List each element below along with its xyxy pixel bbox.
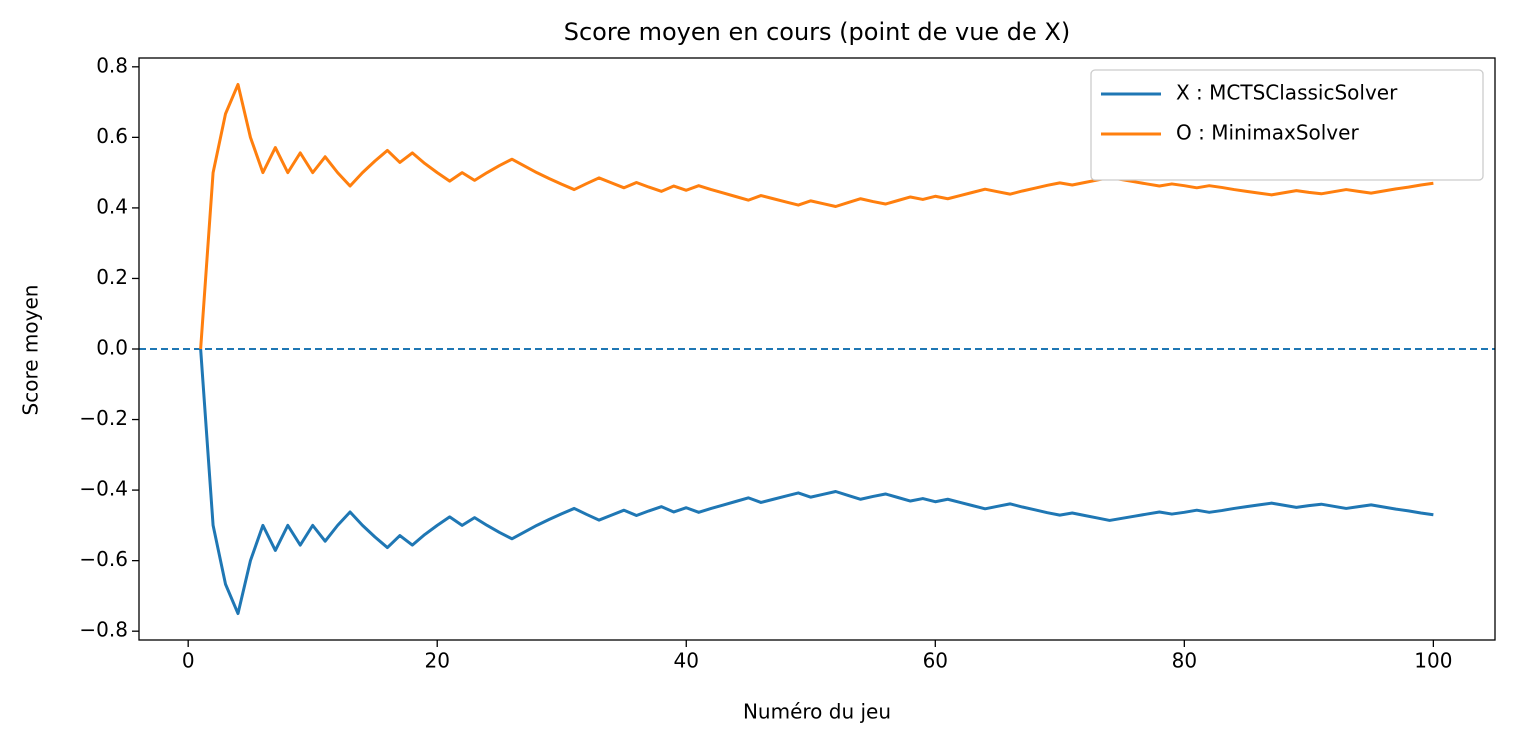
x-tick-label: 20 xyxy=(424,649,449,673)
series-line xyxy=(199,348,1434,616)
x-tick-label: 60 xyxy=(923,649,948,673)
y-tick-label: −0.2 xyxy=(79,406,128,430)
y-tick-label: 0.4 xyxy=(96,194,128,218)
legend-label: O : MinimaxSolver xyxy=(1176,121,1359,145)
y-tick-label: 0.8 xyxy=(96,53,128,77)
x-tick-label: 40 xyxy=(674,649,699,673)
x-axis-label: Numéro du jeu xyxy=(743,700,891,724)
y-tick-label: 0.0 xyxy=(96,336,128,360)
y-tick-label: −0.6 xyxy=(79,547,128,571)
y-tick-label: 0.6 xyxy=(96,124,128,148)
legend-label: X : MCTSClassicSolver xyxy=(1176,81,1398,105)
legend-box xyxy=(1090,69,1484,181)
chart-title: Score moyen en cours (point de vue de X) xyxy=(564,18,1070,46)
plot-frame xyxy=(138,57,1496,641)
x-tick-label: 0 xyxy=(182,649,195,673)
y-tick-label: 0.2 xyxy=(96,265,128,289)
y-tick-label: −0.8 xyxy=(79,618,128,642)
x-tick-label: 80 xyxy=(1172,649,1197,673)
series-line xyxy=(199,82,1434,350)
y-tick-label: −0.4 xyxy=(79,477,128,501)
x-tick-label: 100 xyxy=(1414,649,1452,673)
y-axis-label: Score moyen xyxy=(19,285,43,416)
